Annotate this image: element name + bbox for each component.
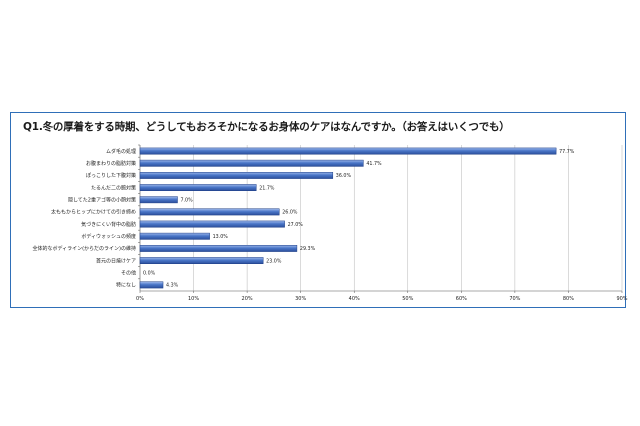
x-tick-label: 40%	[349, 296, 360, 302]
x-tick-label: 20%	[242, 296, 253, 302]
value-label: 29.3%	[300, 246, 316, 252]
category-label: ぽっこりした下腹対策	[86, 172, 136, 179]
bar	[139, 184, 257, 191]
x-tick-label: 70%	[509, 296, 520, 302]
bar	[139, 281, 164, 289]
category-label: 全体的なボディライン(からだのライン)の維持	[32, 245, 136, 252]
x-tick-label: 60%	[456, 296, 467, 302]
category-label: ボディウォッシュの頻度	[81, 233, 136, 240]
value-label: 27.0%	[288, 222, 304, 228]
bar	[139, 159, 364, 167]
bar	[139, 245, 298, 252]
category-label: ムダ毛の処理	[106, 148, 136, 155]
category-label: 特になし	[116, 282, 136, 289]
labels: 0% 10% 20% 30% 40% 50% 60% 70% 80% 90% ムダ毛の処理 77.7%…	[32, 148, 627, 302]
category-label: たるんだ二の腕対策	[91, 184, 136, 191]
value-label: 0.0%	[143, 271, 156, 277]
category-label: 太ももからヒップにかけての引き締め	[51, 209, 136, 216]
chart-frame: Q1.冬の厚着をする時期、どうしてもおろそかになるお身体のケアはなんですか。（お…	[10, 112, 626, 308]
value-label: 41.7%	[366, 161, 382, 167]
bar	[139, 220, 285, 228]
x-tick-label: 10%	[188, 296, 199, 302]
bar	[139, 196, 178, 204]
axes	[138, 144, 623, 293]
value-label: 77.7%	[559, 149, 575, 155]
x-tick-label: 50%	[402, 296, 413, 302]
category-label: その他	[121, 270, 136, 277]
value-label: 26.0%	[282, 210, 298, 216]
bar	[139, 232, 210, 240]
x-tick-label: 80%	[563, 296, 574, 302]
category-label: お腹まわりの脂肪対策	[86, 160, 136, 167]
value-label: 21.7%	[259, 185, 275, 191]
value-label: 23.0%	[266, 258, 282, 264]
value-label: 4.3%	[166, 283, 179, 289]
category-label: 隠してた2重アゴ等の小顔対策	[68, 197, 136, 204]
value-label: 7.0%	[180, 198, 193, 204]
x-tick-label: 90%	[616, 296, 627, 302]
chart-title: Q1.冬の厚着をする時期、どうしてもおろそかになるお身体のケアはなんですか。（お…	[23, 121, 510, 133]
x-tick-label: 30%	[295, 296, 306, 302]
bar	[139, 172, 334, 179]
gridlines	[193, 145, 623, 291]
value-label: 13.0%	[213, 234, 229, 240]
category-label: 気づきにくい背中の脂肪	[81, 221, 136, 228]
value-label: 36.0%	[336, 173, 352, 179]
bars	[139, 147, 557, 289]
x-tick-label: 0%	[136, 296, 144, 302]
bar	[139, 257, 264, 264]
bar	[139, 208, 280, 216]
category-label: 首元の日焼けケア	[96, 257, 136, 264]
bar	[139, 147, 557, 155]
